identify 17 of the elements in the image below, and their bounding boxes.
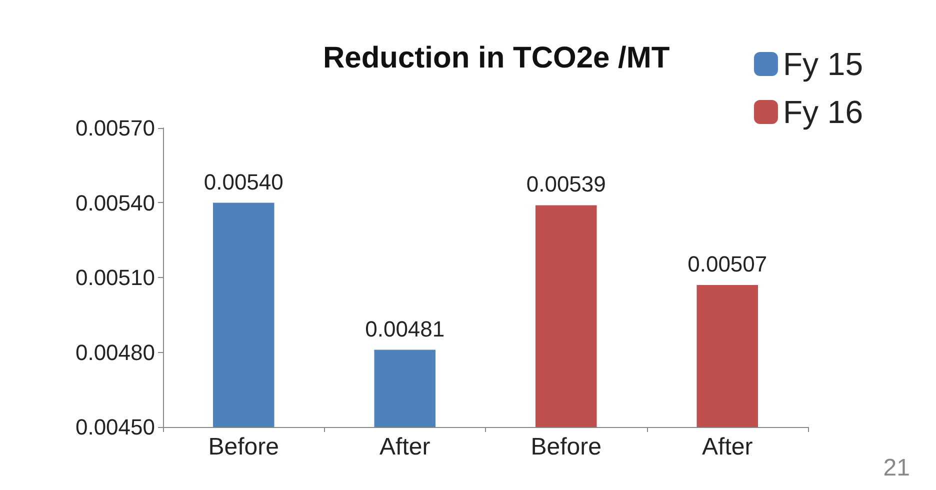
x-tick-label: Before (208, 434, 279, 460)
chart-title: Reduction in TCO2e /MT (323, 42, 670, 74)
y-tick-label: 0.00510 (75, 265, 155, 290)
data-label: 0.00481 (365, 316, 445, 342)
y-tick-label: 0.00450 (75, 414, 155, 440)
data-label: 0.00507 (688, 251, 768, 276)
legend-label: Fy 16 (782, 94, 863, 130)
y-tick-label: 0.00480 (75, 340, 155, 365)
data-label: 0.00539 (526, 172, 606, 197)
x-tick-label: After (380, 434, 430, 460)
legend-label: Fy 15 (782, 46, 863, 82)
y-tick-label: 0.00540 (75, 190, 155, 216)
x-tick-label: Before (530, 434, 602, 460)
x-tick-label: After (702, 434, 753, 460)
y-tick-label: 0.00570 (75, 116, 155, 140)
text: 21 (883, 454, 910, 482)
data-label: 0.00540 (204, 169, 284, 194)
